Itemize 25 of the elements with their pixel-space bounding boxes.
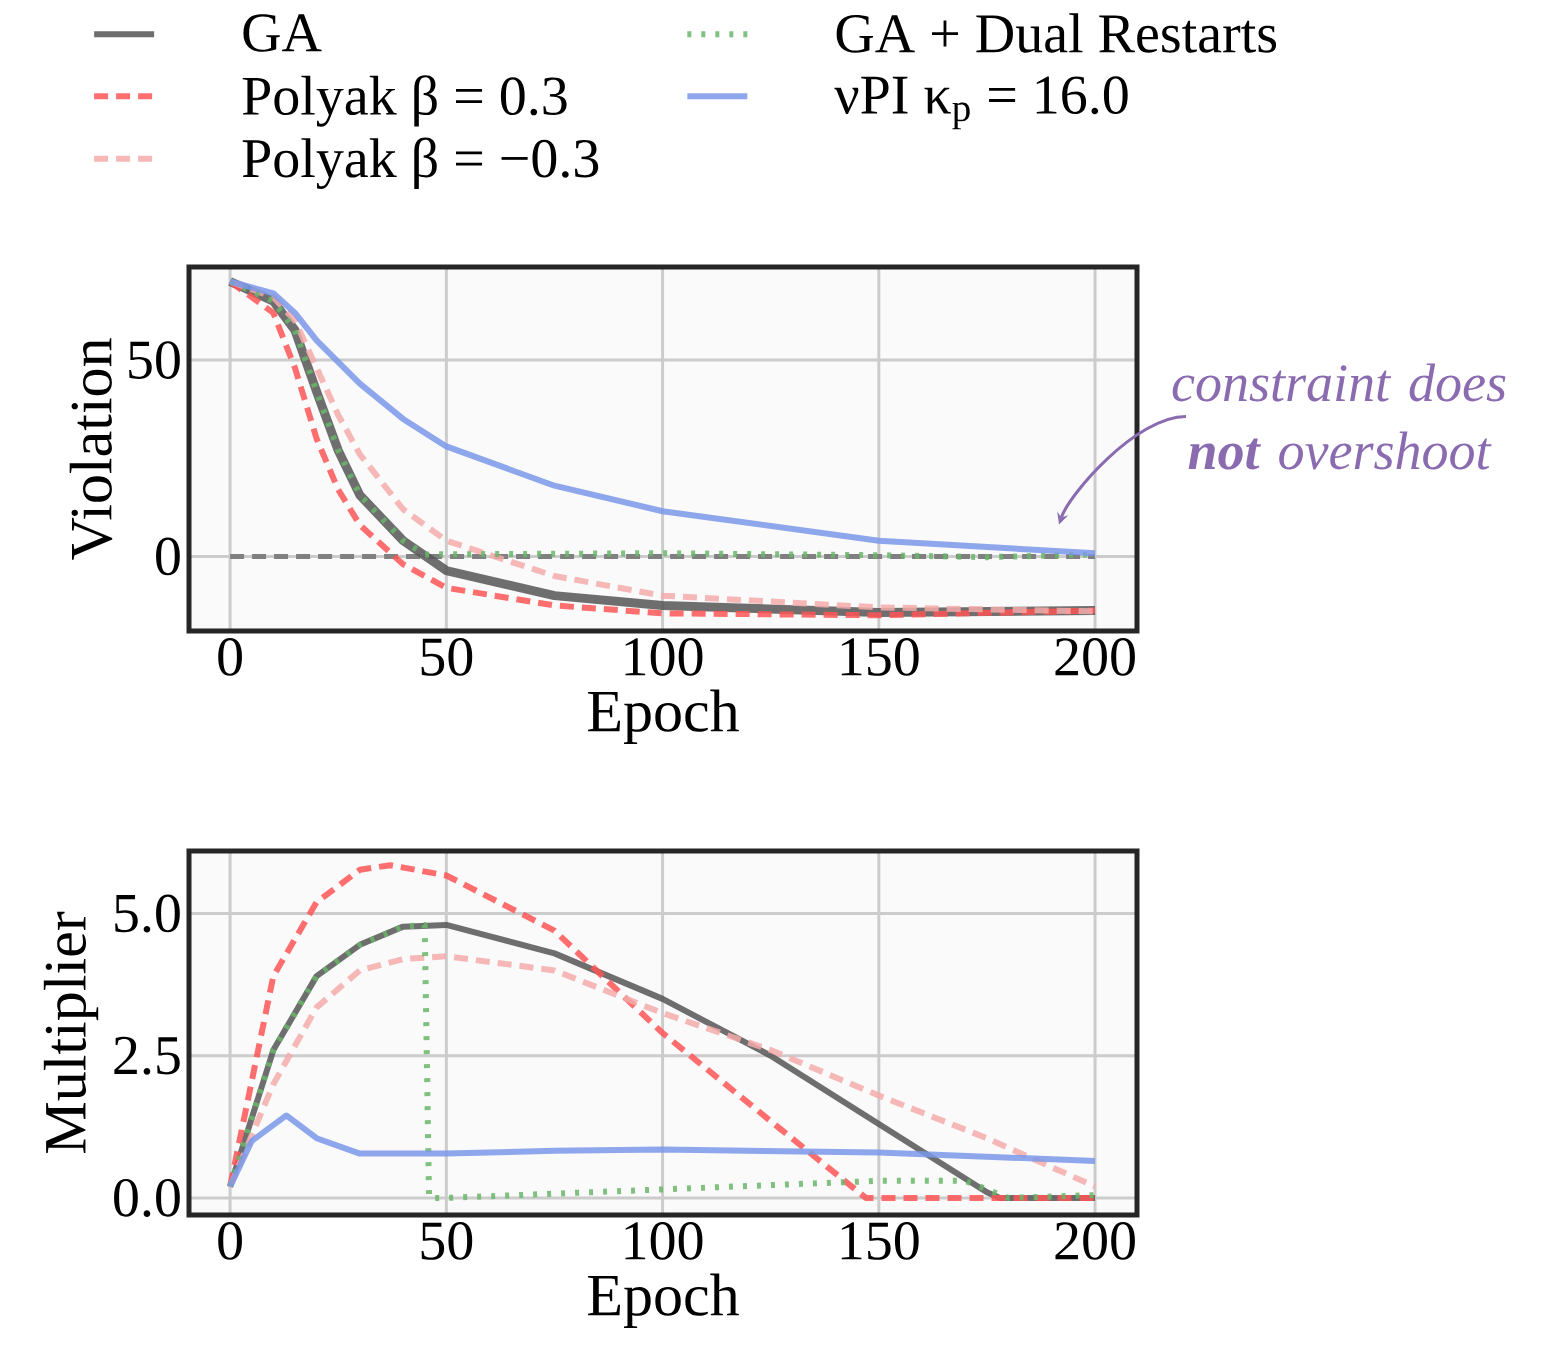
annotation: constraint does not overshoot [1172,363,1506,470]
x-tick-label: 0 [218,638,242,676]
legend-label: Polyak β = −0.3 [242,137,599,190]
legend-label: GA [243,14,322,52]
x-tick-label: 100 [625,638,703,676]
legend-label: Polyak β = 0.3 [242,75,567,127]
y-tick-label: 2.5 [114,1036,180,1075]
x-tick-label: 50 [421,638,473,676]
y-tick-label: 0 [156,537,180,576]
y-axis-title: Violation [69,338,113,560]
y-tick-label: 0.0 [114,1178,180,1217]
y-tick-label: 50 [129,341,180,379]
legend-label: νPI κ$_{p}$ = 16.0 [834,76,1128,130]
x-tick-label: 50 [421,1222,473,1260]
x-tick-label: 150 [841,638,919,676]
y-tick-label: 5.0 [115,894,180,933]
x-axis-title: Epoch [588,689,739,744]
x-tick-label: 200 [1055,1222,1135,1260]
y-axis-title: Multiplier [43,911,99,1153]
legend-label: GA + Dual Restarts [836,13,1277,53]
x-tick-label: 100 [625,1222,703,1260]
x-axis-title: Epoch [588,1273,739,1328]
x-tick-label: 150 [841,1222,919,1260]
x-tick-label: 0 [218,1222,242,1260]
x-tick-label: 200 [1055,638,1135,676]
